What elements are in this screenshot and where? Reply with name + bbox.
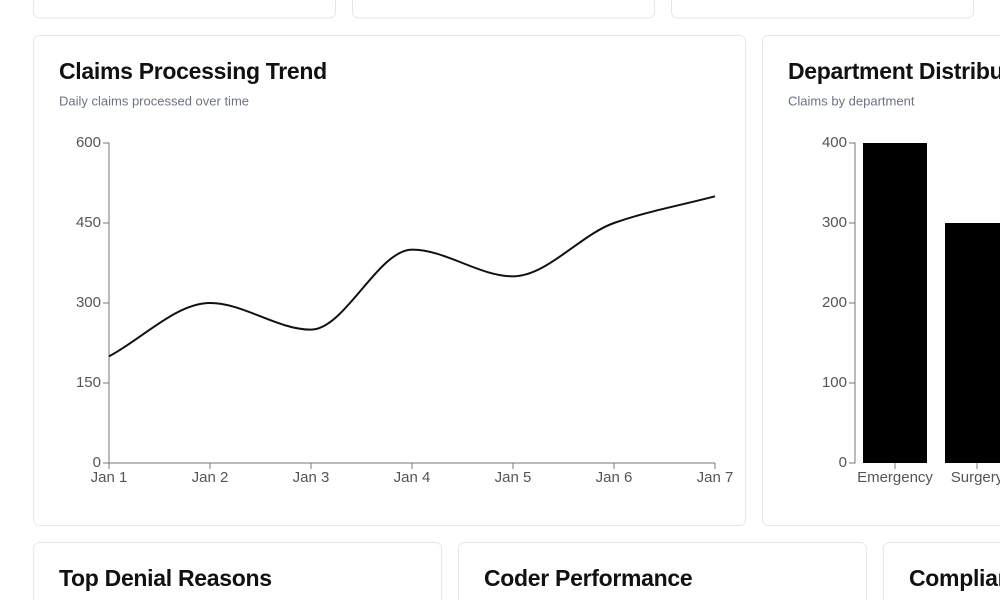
card-subtitle: Claims by department	[788, 93, 915, 108]
x-tick-label: Jan 5	[495, 469, 532, 486]
line	[108, 195, 716, 358]
card	[33, 0, 336, 19]
x-tick-label: Jan 2	[192, 469, 229, 486]
card	[352, 0, 655, 19]
y-tick-label: 200	[822, 294, 847, 311]
x-tick-label: Jan 1	[91, 469, 128, 486]
bar	[945, 223, 1000, 463]
y-tick-label: 300	[76, 294, 101, 311]
y-tick-label: 0	[839, 454, 847, 471]
bar	[863, 143, 927, 463]
card-title: Claims Processing Trend	[59, 58, 327, 84]
y-tick-label: 150	[76, 374, 101, 391]
y-tick-label: 400	[822, 134, 847, 151]
card	[458, 542, 867, 600]
card	[33, 542, 442, 600]
x-tick-label: Jan 7	[697, 469, 734, 486]
y-tick-label: 0	[93, 454, 101, 471]
x-tick-label: Jan 4	[394, 469, 431, 486]
card	[883, 542, 1000, 600]
x-tick-label: Surgery	[951, 469, 1000, 486]
x-tick-label: Jan 3	[293, 469, 330, 486]
y-tick-label: 100	[822, 374, 847, 391]
y-tick-label: 450	[76, 214, 101, 231]
card	[33, 35, 746, 526]
y-tick-label: 600	[76, 134, 101, 151]
card-title: Compliance	[909, 565, 1000, 591]
card	[671, 0, 974, 19]
card-subtitle: Daily claims processed over time	[59, 93, 249, 108]
card-title: Top Denial Reasons	[59, 565, 272, 591]
card-title: Coder Performance	[484, 565, 692, 591]
y-tick-label: 300	[822, 214, 847, 231]
x-tick-label: Emergency	[857, 469, 933, 486]
card-title: Department Distribution	[788, 58, 1000, 84]
x-tick-label: Jan 6	[596, 469, 633, 486]
